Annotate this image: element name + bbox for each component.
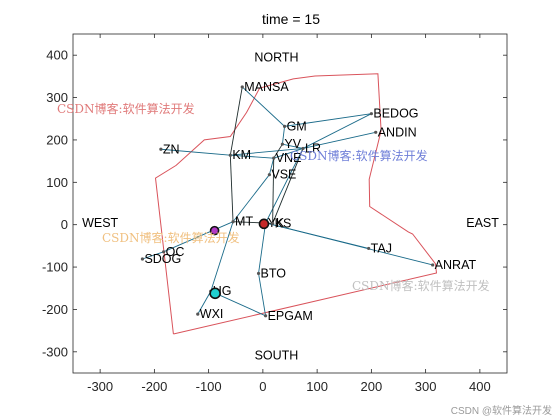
node-label: YK [268,216,285,230]
y-tick-label: 400 [46,48,68,63]
network-link [265,222,433,266]
node-marker [301,146,305,151]
y-tick-label: 300 [46,90,68,105]
network-link-secondary [229,155,234,222]
node-label: TAJ [371,241,392,255]
region-label: SOUTH [255,348,299,362]
node-marker [369,112,373,116]
source-credit: CSDN @软件算法开发 [451,404,552,417]
x-tick-label: 100 [306,379,328,394]
chart-title: time = 15 [262,11,320,27]
node-marker [267,173,271,177]
network-link [232,174,270,222]
network-link [230,154,274,159]
network-link [268,158,275,175]
node-label: ZN [163,142,180,156]
region-label: NORTH [254,51,298,65]
x-tick-label: -200 [141,379,167,394]
y-tick-label: -300 [42,344,68,359]
node-marker [282,124,287,128]
region-label: WEST [82,216,118,230]
node-marker [240,85,244,89]
network-link [241,86,285,127]
node-label: EPGAM [268,309,313,323]
plot-area: -300 -200 -100 0 100 200 300 400 -300 -200 -100 0 10… [42,33,508,394]
network-link [282,143,304,149]
node-marker [231,220,235,224]
node-marker [159,147,163,151]
node-label: VSE [271,168,296,182]
node-label: ANRAT [435,258,477,272]
x-tick-label: -300 [87,379,113,394]
node-marker [280,142,285,146]
node-marker [263,314,268,318]
node-marker [367,246,371,251]
network-link-secondary [272,148,304,224]
node-label: BEDOG [373,107,418,121]
node-label: YV [284,137,301,151]
network-link [163,221,234,253]
x-tick-label: -100 [196,379,222,394]
network-link-secondary [272,158,275,224]
network-link [142,251,164,260]
node-marker [228,153,232,157]
node-label: WXI [200,307,224,321]
network-link [160,148,231,156]
network-link [302,113,372,149]
region-boundary [154,73,438,335]
x-tick-label: 400 [469,379,491,394]
agent-marker [258,218,270,230]
network-link [230,147,304,156]
node-marker [374,130,378,134]
node-label: MT [235,215,253,229]
network-link [258,273,267,316]
region-label: EAST [466,216,499,230]
node-label: LR [305,141,321,155]
y-tick-label: -100 [42,260,68,275]
x-tick-label: 0 [259,379,266,394]
node-marker [271,221,275,226]
y-tick-label: 100 [46,175,68,190]
network-link [281,126,286,145]
network-link [210,221,234,292]
node-label: ANDIN [378,125,417,139]
network-link-secondary [273,143,283,159]
watermark-layer: CSDN博客:软件算法开发 CSDN博客:软件算法开发 CSDN博客:软件算法开… [57,101,490,293]
node-label: BTO [261,266,287,280]
network-link [265,148,304,224]
node-marker [431,263,435,267]
network-link [258,222,267,274]
network-link [273,147,304,159]
watermark-text: CSDN博客:软件算法开发 [352,278,490,293]
node-label: OC [166,245,185,259]
axes-box [72,33,508,374]
watermark-text: CSDN博客:软件算法开发 [57,101,195,116]
x-tick-label: 200 [361,379,383,394]
node-marker [272,156,276,160]
watermark-text: CSDN博客:软件算法开发 [102,230,240,245]
node-marker [256,271,261,276]
node-marker [196,312,200,316]
network-link [197,290,212,315]
x-tick-label: 300 [415,379,437,394]
node-label: KS [275,216,292,230]
node-label: KM [232,148,251,162]
network-link [302,131,376,149]
node-label: VNE [276,151,302,165]
node-label: MANSA [244,80,289,94]
y-tick-label: -200 [42,302,68,317]
node-marker [161,250,166,254]
watermark-text: CSDN博客:软件算法开发 [290,148,428,163]
agent-marker [209,287,221,300]
network-link [284,113,372,127]
node-marker [140,257,145,261]
agent-marker [209,225,220,236]
node-label: SDOG [144,252,181,266]
network-link-secondary [229,86,243,156]
y-tick-label: 0 [61,217,68,232]
y-tick-label: 200 [46,132,68,147]
node-label: GM [287,119,307,133]
